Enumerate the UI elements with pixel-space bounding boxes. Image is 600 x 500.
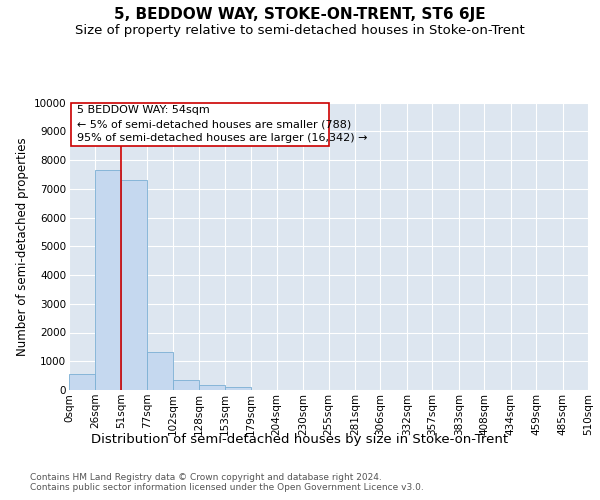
Bar — [121, 180, 148, 390]
Text: Distribution of semi-detached houses by size in Stoke-on-Trent: Distribution of semi-detached houses by … — [91, 432, 509, 446]
Bar — [224, 387, 251, 390]
Text: Size of property relative to semi-detached houses in Stoke-on-Trent: Size of property relative to semi-detach… — [75, 24, 525, 37]
Bar — [69, 374, 95, 390]
Y-axis label: Number of semi-detached properties: Number of semi-detached properties — [16, 137, 29, 356]
FancyBboxPatch shape — [71, 102, 329, 146]
Text: Contains public sector information licensed under the Open Government Licence v3: Contains public sector information licen… — [30, 484, 424, 492]
Text: 5 BEDDOW WAY: 54sqm
← 5% of semi-detached houses are smaller (788)
95% of semi-d: 5 BEDDOW WAY: 54sqm ← 5% of semi-detache… — [77, 106, 368, 144]
Text: Contains HM Land Registry data © Crown copyright and database right 2024.: Contains HM Land Registry data © Crown c… — [30, 472, 382, 482]
Bar — [199, 385, 224, 390]
Bar — [173, 380, 199, 390]
Bar — [95, 170, 121, 390]
Text: 5, BEDDOW WAY, STOKE-ON-TRENT, ST6 6JE: 5, BEDDOW WAY, STOKE-ON-TRENT, ST6 6JE — [114, 8, 486, 22]
Bar — [148, 352, 173, 390]
